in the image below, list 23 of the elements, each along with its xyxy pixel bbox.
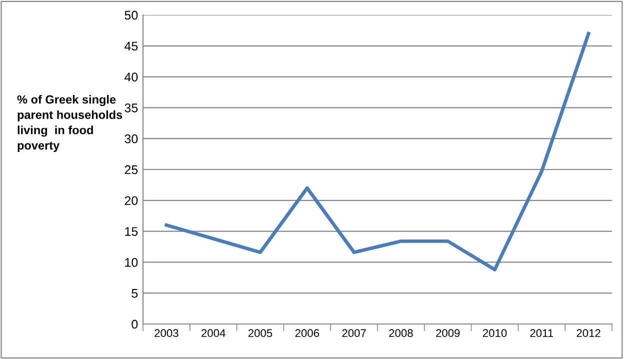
y-tick-label: 5 — [132, 289, 138, 298]
y-tick-label: 10 — [125, 258, 138, 267]
y-axis-title: % of Greek single parent households living in food poverty — [17, 95, 122, 152]
y-tick-label: 0 — [132, 320, 138, 329]
x-tick-label: 2009 — [436, 329, 460, 338]
y-tick-label: 40 — [124, 72, 138, 82]
y-tick-label: 45 — [124, 42, 138, 51]
x-tick-label: 2008 — [389, 329, 413, 338]
x-tick-label: 2005 — [248, 329, 272, 338]
x-tick-label: 2006 — [295, 329, 320, 338]
line-series — [164, 32, 590, 272]
x-tick-label: 2012 — [576, 329, 600, 338]
y-tick-label: 20 — [124, 196, 138, 206]
y-tick-label: 15 — [125, 227, 138, 236]
y-tick-label: 30 — [124, 134, 138, 144]
x-tick-label: 2010 — [482, 329, 507, 338]
y-tick-label: 35 — [124, 104, 138, 112]
x-tick-label: 2011 — [530, 329, 554, 338]
y-tick-label: 25 — [124, 165, 138, 174]
x-tick-label: 2007 — [342, 329, 366, 338]
y-tick-label: 50 — [124, 10, 138, 20]
x-tick-label: 2003 — [154, 329, 178, 338]
x-tick-label: 2004 — [202, 329, 226, 338]
